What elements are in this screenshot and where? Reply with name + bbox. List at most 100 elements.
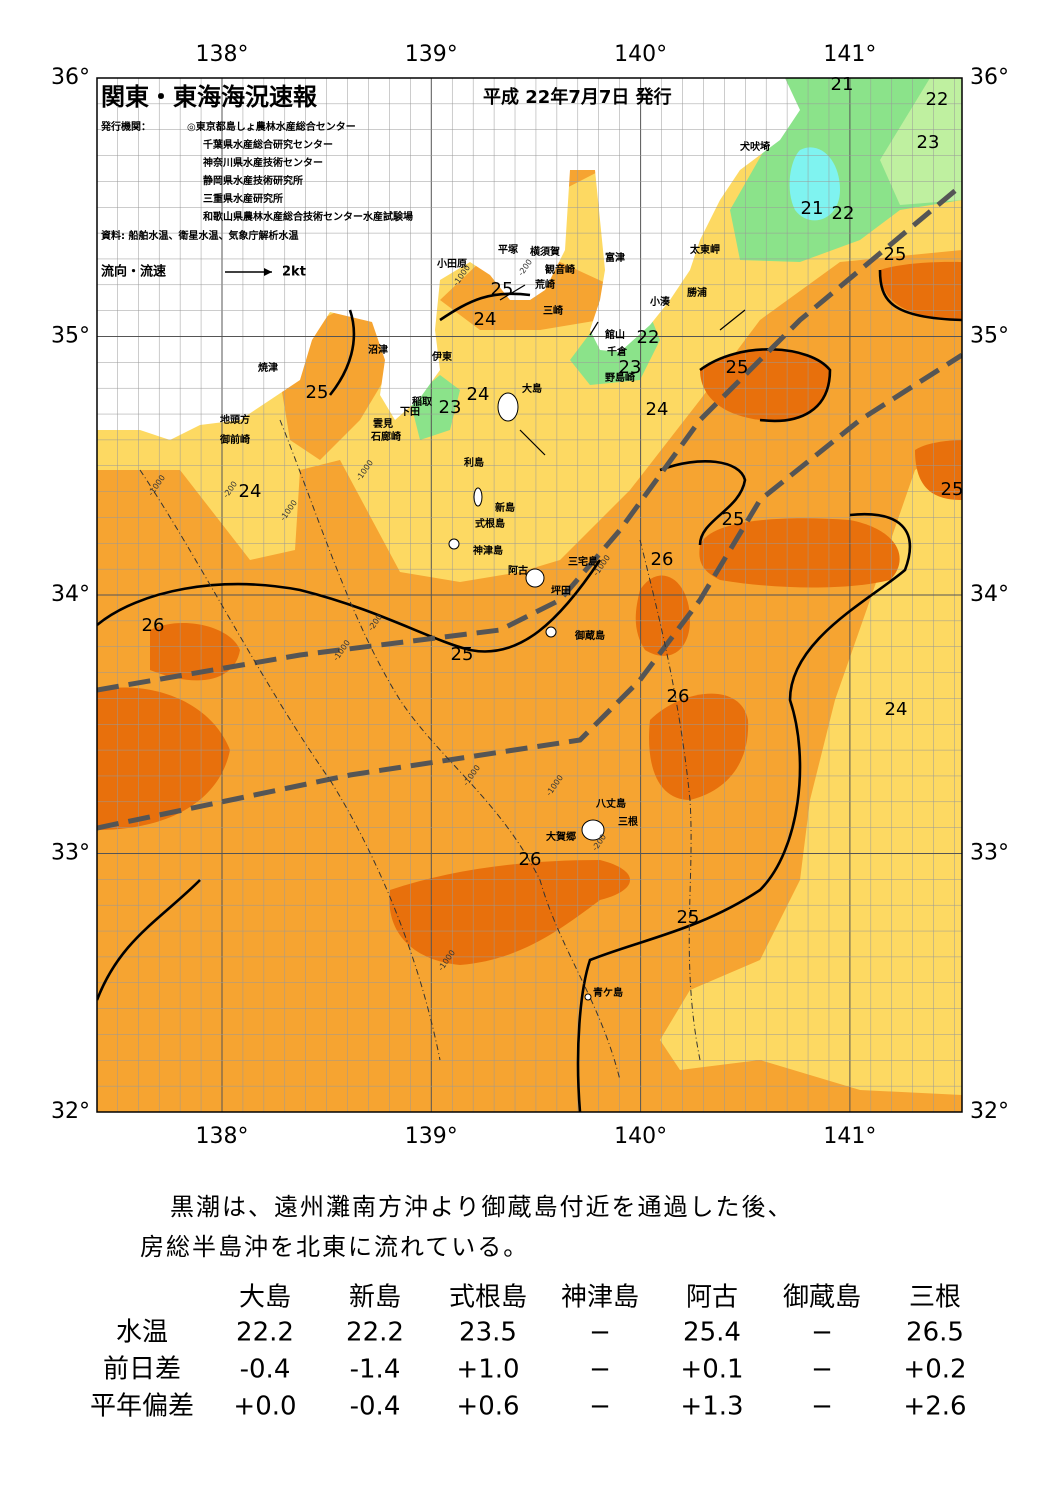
lat-label: 36° bbox=[970, 65, 1009, 90]
contour-label: 23 bbox=[439, 397, 462, 418]
table-cell: +0.2 bbox=[903, 1355, 966, 1385]
lon-label: 141° bbox=[823, 1124, 876, 1149]
publisher: ◎東京都島しょ農林水産総合センター bbox=[187, 120, 356, 133]
contour-label: 21 bbox=[801, 198, 824, 219]
place-name: 小湊 bbox=[649, 295, 671, 308]
lon-label: 141° bbox=[823, 42, 876, 67]
place-name: 勝浦 bbox=[687, 286, 707, 299]
summary-line: 黒潮は、遠州灘南方沖より御蔵島付近を通過した後、 bbox=[170, 1193, 794, 1221]
place-name: 犬吠埼 bbox=[740, 140, 770, 153]
contour-label: 24 bbox=[646, 399, 669, 420]
contour-label: 24 bbox=[467, 384, 490, 405]
contour-label: 24 bbox=[885, 699, 908, 720]
table-cell: -0.4 bbox=[240, 1355, 291, 1385]
table-cell: 26.5 bbox=[906, 1318, 964, 1348]
table-header: 大島 bbox=[239, 1283, 291, 1313]
place-name: 石廊崎 bbox=[370, 430, 401, 443]
lat-label: 33° bbox=[51, 841, 90, 866]
place-name: 地頭方 bbox=[220, 413, 250, 426]
lat-label: 34° bbox=[51, 582, 90, 607]
place-name: 三根 bbox=[618, 815, 638, 828]
place-name: 三崎 bbox=[543, 304, 563, 317]
contour-label: 25 bbox=[306, 382, 329, 403]
row-label: 平年偏差 bbox=[90, 1392, 194, 1422]
lat-label: 36° bbox=[51, 65, 90, 90]
place-name: 雲見 bbox=[373, 418, 393, 430]
current-arrow bbox=[589, 321, 599, 336]
current-arrow bbox=[499, 284, 526, 301]
place-name: 平塚 bbox=[498, 243, 518, 256]
place-name: 青ケ島 bbox=[593, 986, 623, 999]
publisher: 和歌山県農林水産総合技術センター水産試験場 bbox=[202, 210, 413, 223]
sea-21 bbox=[789, 147, 840, 221]
issue-date: 平成 22年7月7日 発行 bbox=[483, 86, 672, 108]
table-cell: 22.2 bbox=[236, 1318, 294, 1348]
place-name: 神津島 bbox=[473, 544, 503, 557]
table-cell: +1.3 bbox=[680, 1392, 743, 1422]
table-header: 神津島 bbox=[561, 1283, 639, 1313]
place-name: 焼津 bbox=[258, 361, 278, 374]
table-header: 三根 bbox=[909, 1283, 961, 1313]
map-frame bbox=[96, 77, 963, 1113]
contour-label: 26 bbox=[142, 615, 165, 636]
table-cell: − bbox=[589, 1355, 611, 1385]
place-name: 八丈島 bbox=[595, 797, 626, 810]
labels: ◎東京都島しょ農林水産総合センター千葉県水産総合研究センター神奈川県水産技術セン… bbox=[51, 42, 1009, 1422]
contour-label: 25 bbox=[491, 279, 514, 300]
contour-label: 22 bbox=[832, 203, 855, 224]
table-cell: +1.0 bbox=[456, 1355, 519, 1385]
table-header: 新島 bbox=[349, 1283, 401, 1313]
contour-label: 25 bbox=[722, 509, 745, 530]
table-cell: 22.2 bbox=[346, 1318, 404, 1348]
lat-label: 34° bbox=[970, 582, 1009, 607]
publisher: 静岡県水産技術研究所 bbox=[203, 174, 303, 187]
place-name: 太東岬 bbox=[689, 243, 720, 256]
contour-label: 26 bbox=[651, 549, 674, 570]
contour-label: 26 bbox=[519, 849, 542, 870]
lat-label: 35° bbox=[970, 324, 1009, 349]
place-name: 利島 bbox=[464, 456, 484, 469]
contour-label: 24 bbox=[474, 309, 497, 330]
place-name: 荒崎 bbox=[534, 278, 555, 291]
place-name: 御前崎 bbox=[219, 433, 250, 446]
place-name: 館山 bbox=[604, 328, 625, 341]
place-name: 下田 bbox=[400, 406, 420, 418]
source: 資料: 船舶水温、衛星水温、気象庁解析水温 bbox=[101, 229, 298, 242]
place-name: 横須賀 bbox=[530, 245, 560, 258]
table-cell: +0.0 bbox=[233, 1392, 296, 1422]
table-cell: − bbox=[811, 1355, 833, 1385]
place-name: 三宅島 bbox=[568, 555, 598, 568]
legend-scale: 2kt bbox=[282, 265, 306, 280]
contour-label: 24 bbox=[239, 481, 262, 502]
table-header: 阿古 bbox=[686, 1283, 738, 1313]
lat-label: 35° bbox=[51, 324, 90, 349]
publisher-label: 発行機関： bbox=[100, 120, 151, 133]
place-name: 阿古 bbox=[508, 564, 528, 577]
place-name: 坪田 bbox=[551, 584, 571, 597]
place-name: 千倉 bbox=[607, 345, 628, 358]
place-name: 沼津 bbox=[368, 343, 388, 356]
table-cell: 25.4 bbox=[683, 1318, 741, 1348]
table-cell: − bbox=[811, 1318, 833, 1348]
place-name: 稲取 bbox=[412, 395, 433, 408]
place-name: 御蔵島 bbox=[574, 629, 605, 642]
table-cell: − bbox=[811, 1392, 833, 1422]
place-name: 富津 bbox=[605, 251, 625, 264]
sea-map bbox=[97, 78, 962, 1112]
place-name: 観音崎 bbox=[545, 263, 575, 276]
contours bbox=[97, 269, 962, 1112]
contour-label: 25 bbox=[451, 644, 474, 665]
table-header: 御蔵島 bbox=[783, 1283, 861, 1313]
legend-label: 流向・流速 bbox=[101, 264, 166, 280]
summary-line: 房総半島沖を北東に流れている。 bbox=[140, 1233, 529, 1261]
contour-label: 21 bbox=[831, 74, 854, 95]
table-cell: -1.4 bbox=[350, 1355, 401, 1385]
publisher: 千葉県水産総合研究センター bbox=[203, 138, 333, 151]
contour-label: 26 bbox=[667, 686, 690, 707]
publisher: 三重県水産研究所 bbox=[203, 192, 283, 205]
lon-label: 138° bbox=[196, 1124, 249, 1149]
table-cell: +2.6 bbox=[903, 1392, 966, 1422]
depth-contours bbox=[139, 419, 701, 1081]
lon-label: 139° bbox=[405, 1124, 458, 1149]
